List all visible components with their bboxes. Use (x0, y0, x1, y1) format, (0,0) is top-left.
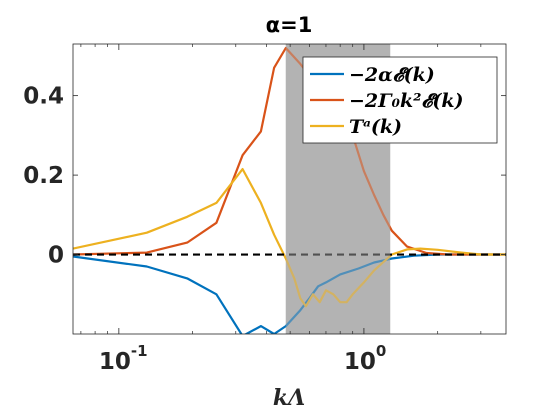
legend-label-3: Tᵃ(k) (349, 116, 402, 138)
x-tick-exp-1: -1 (131, 342, 148, 360)
legend-label-1: −2α𝓔(k) (349, 64, 435, 86)
x-tick-exp-2: 0 (376, 342, 386, 360)
series-line-1 (73, 253, 506, 334)
plot-frame (72, 43, 507, 335)
x-tick-label-2: 10 (344, 349, 376, 375)
x-tick-label-1: 10 (99, 349, 131, 375)
legend: −2α𝓔(k) −2Γ₀k²𝓔(k) Tᵃ(k) (302, 56, 498, 144)
y-tick-label-3: 0.4 (23, 84, 64, 110)
series-line-3 (73, 168, 506, 308)
y-tick-label-1: 0 (48, 243, 64, 269)
chart-title: α=1 (266, 13, 313, 37)
legend-label-2: −2Γ₀k²𝓔(k) (349, 90, 463, 112)
y-tick-label-2: 0.2 (23, 163, 64, 189)
x-axis-label: kΛ (273, 385, 305, 411)
